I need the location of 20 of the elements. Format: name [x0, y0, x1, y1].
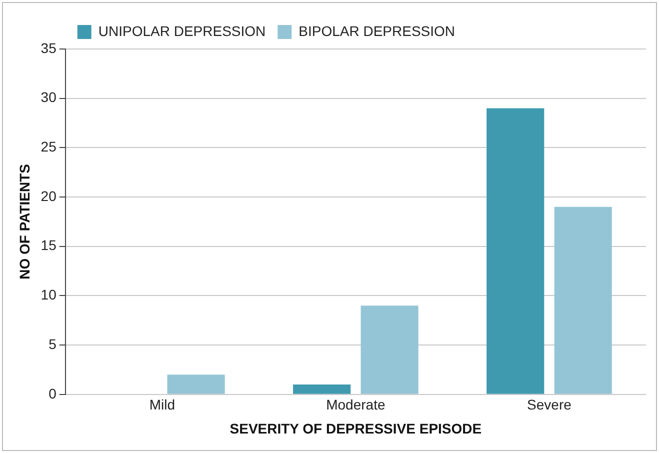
- x-tick-label: Mild: [149, 396, 175, 413]
- bar: [167, 374, 225, 394]
- bar: [554, 206, 612, 394]
- y-axis-title: NO OF PATIENTS: [16, 164, 32, 280]
- y-tick-label: 20: [40, 188, 57, 204]
- bar: [486, 108, 544, 394]
- x-tick-label: Moderate: [326, 396, 386, 413]
- legend-label: BIPOLAR DEPRESSION: [298, 22, 456, 39]
- y-tick-label: 15: [40, 237, 57, 254]
- bar: [360, 306, 418, 394]
- y-tick-label: 10: [40, 286, 57, 303]
- x-tick-label: Severe: [527, 396, 572, 413]
- legend-label: UNIPOLAR DEPRESSION: [98, 22, 266, 39]
- y-tick-label: 0: [48, 385, 57, 402]
- x-axis-title: SEVERITY OF DEPRESSIVE EPISODE: [230, 420, 482, 436]
- bar: [293, 384, 351, 394]
- y-tick-label: 30: [40, 89, 57, 106]
- y-tick-label: 35: [40, 40, 57, 56]
- y-tick-label: 5: [48, 336, 57, 352]
- y-tick-label: 25: [40, 138, 57, 155]
